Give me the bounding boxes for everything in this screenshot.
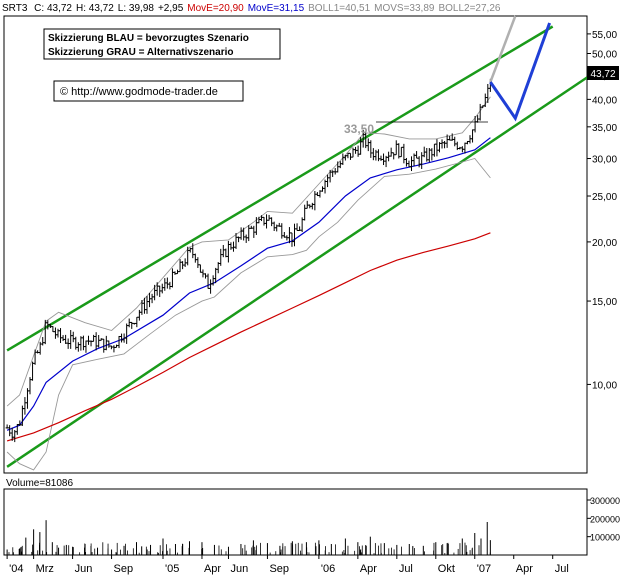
price-tick-label: 40,00 (592, 95, 617, 106)
volume-bars (6, 520, 491, 555)
volume-label: Volume=81086 (6, 478, 73, 489)
header-bar: SRT3 C: 43,72 H: 43,72 L: 39,98 +2,95 MovE=2… (2, 3, 501, 14)
time-tick-label: '06 (321, 563, 335, 575)
price-tick-label: 55,00 (592, 30, 617, 41)
header-value: BOLL2=27,26 (438, 3, 500, 14)
header-text: SRT3 C: 43,72 H: 43,72 L: 39,98 +2,95 MovE=2… (2, 3, 501, 14)
price-tick-label: 25,00 (592, 192, 617, 203)
price-tick-label: 10,00 (592, 380, 617, 391)
volume-axis: 300000 200000 100000 (587, 496, 620, 543)
trend-channel-layer (6, 25, 588, 468)
resistance-label: 33,50 (344, 122, 374, 136)
header-value: BOLL1=40,51 (308, 3, 370, 14)
last-price-box (587, 66, 619, 80)
price-tick-label: 30,00 (592, 155, 617, 166)
time-tick-label: '07 (477, 563, 491, 575)
time-axis: '04 Mrz Jun Sep '05 Apr Jun Sep '06 Apr Jul Okt '07 A… (6, 555, 569, 575)
bollinger-lower-line (6, 157, 491, 471)
scenario-blue-line (489, 22, 552, 122)
scenario-grey-line (489, 15, 517, 83)
time-tick-label: '05 (165, 563, 179, 575)
time-tick-label: Apr (360, 563, 377, 575)
time-tick-label: '04 (9, 563, 23, 575)
header-value: H: 43,72 (76, 3, 114, 14)
time-tick-label: Okt (438, 563, 455, 575)
header-value: L: 39,98 (118, 3, 155, 14)
price-tick-label: 15,00 (592, 297, 617, 308)
time-tick-label: Jun (230, 563, 248, 575)
header-value: MovE=31,15 (248, 3, 305, 14)
legend-line-blue: Skizzierung BLAU = bevorzugtes Szenario (48, 33, 249, 44)
legend-box-frame (43, 28, 281, 60)
time-tick-label: Sep (114, 563, 134, 575)
header-symbol: SRT3 (2, 3, 28, 14)
copyright-box-frame (53, 80, 244, 102)
channel-upper-line (6, 25, 554, 352)
price-tick-label: 20,00 (592, 238, 617, 249)
copyright-box: © http://www.godmode-trader.de (53, 80, 244, 102)
time-tick-label: Jul (399, 563, 413, 575)
last-price-label: 43,72 (590, 69, 615, 80)
time-tick-label: Apr (204, 563, 221, 575)
channel-lower-line (6, 76, 588, 468)
scenario-layer (489, 15, 552, 122)
header-value: MOVS=33,89 (374, 3, 435, 14)
copyright-text: © http://www.godmode-trader.de (60, 86, 218, 98)
header-value: C: 43,72 (34, 3, 72, 14)
volume-tick-label: 200000 (590, 514, 620, 524)
time-tick-label: Apr (516, 563, 533, 575)
time-tick-label: Mrz (36, 563, 54, 575)
volume-tick-label: 100000 (590, 533, 620, 543)
volume-tick-label: 300000 (590, 496, 620, 506)
price-tick-label: 50,00 (592, 49, 617, 60)
header-value: MovE=20,90 (187, 3, 244, 14)
volume-panel: Volume=81086 (3, 478, 588, 556)
price-tick-label: 35,00 (592, 123, 617, 134)
time-tick-label: Jul (555, 563, 569, 575)
time-tick-label: Jun (75, 563, 93, 575)
time-tick-label: Sep (269, 563, 289, 575)
legend-box: Skizzierung BLAU = bevorzugtes Szenario … (43, 28, 281, 60)
ema-slow-line (6, 232, 491, 442)
legend-line-grey: Skizzierung GRAU = Alternativszenario (48, 47, 234, 58)
header-value: +2,95 (158, 3, 184, 14)
price-layer (5, 78, 492, 443)
